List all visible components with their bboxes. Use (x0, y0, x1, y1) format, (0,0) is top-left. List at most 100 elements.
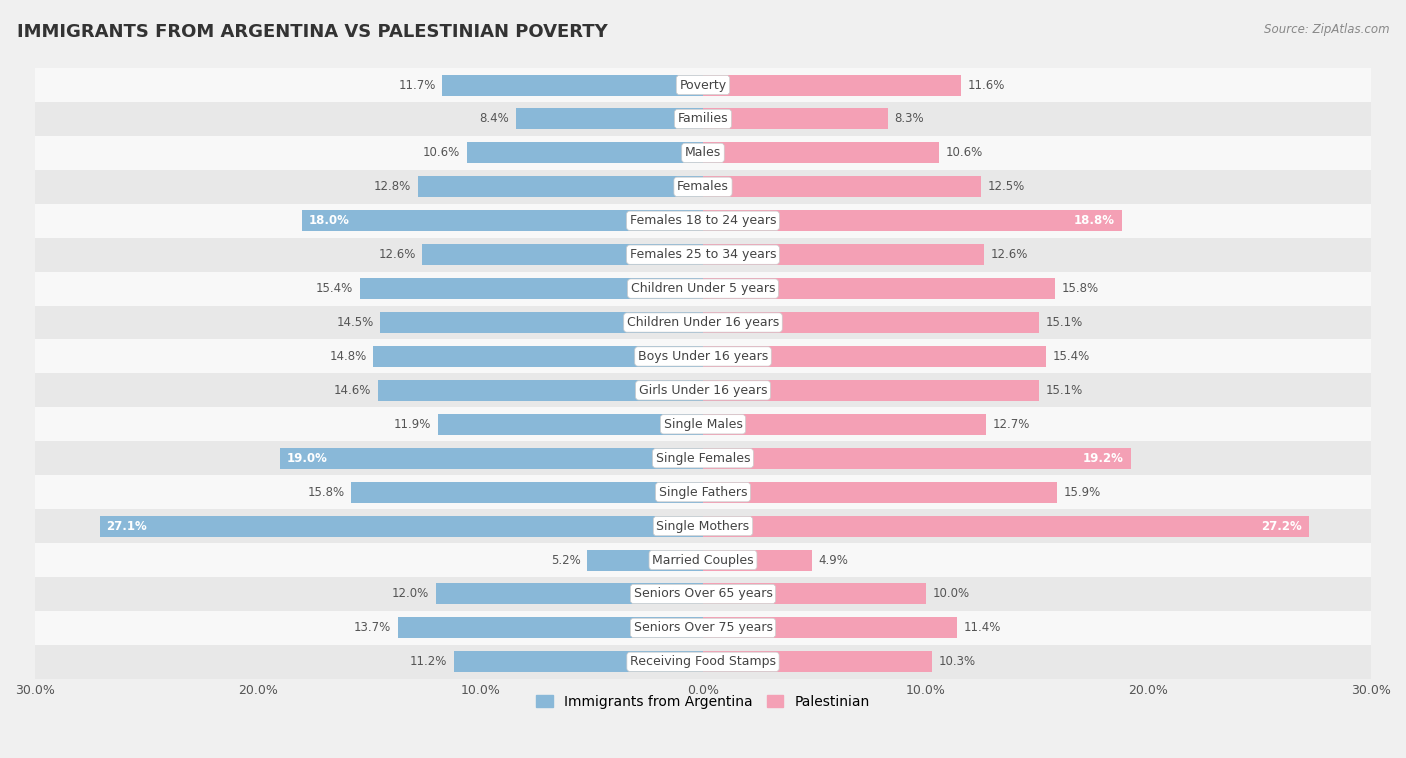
Bar (378, 380, 703, 401)
Text: 8.3%: 8.3% (894, 112, 924, 126)
Text: 10.6%: 10.6% (423, 146, 460, 159)
Bar (516, 108, 703, 130)
Bar (35, 407, 1371, 441)
Text: 12.5%: 12.5% (988, 180, 1025, 193)
Text: 15.4%: 15.4% (316, 282, 353, 295)
Text: 13.7%: 13.7% (354, 622, 391, 634)
Bar (35, 441, 1371, 475)
Bar (35, 136, 1371, 170)
Text: Married Couples: Married Couples (652, 553, 754, 566)
Bar (35, 611, 1371, 645)
Bar (703, 448, 1130, 468)
Text: 18.0%: 18.0% (309, 215, 350, 227)
Bar (703, 278, 1054, 299)
Text: Single Fathers: Single Fathers (659, 486, 747, 499)
Bar (703, 108, 887, 130)
Text: Source: ZipAtlas.com: Source: ZipAtlas.com (1264, 23, 1389, 36)
Text: 27.2%: 27.2% (1261, 519, 1302, 533)
Bar (35, 102, 1371, 136)
Text: Females 18 to 24 years: Females 18 to 24 years (630, 215, 776, 227)
Text: 12.0%: 12.0% (392, 587, 429, 600)
Text: Females 25 to 34 years: Females 25 to 34 years (630, 248, 776, 262)
Text: Boys Under 16 years: Boys Under 16 years (638, 350, 768, 363)
Text: 12.6%: 12.6% (990, 248, 1028, 262)
Text: 12.6%: 12.6% (378, 248, 416, 262)
Text: 15.4%: 15.4% (1053, 350, 1090, 363)
Bar (703, 550, 813, 571)
Text: 11.9%: 11.9% (394, 418, 432, 431)
Text: Children Under 16 years: Children Under 16 years (627, 316, 779, 329)
Bar (35, 509, 1371, 543)
Bar (302, 210, 703, 231)
Bar (443, 74, 703, 96)
Bar (703, 380, 1039, 401)
Text: Seniors Over 75 years: Seniors Over 75 years (634, 622, 772, 634)
Text: Single Males: Single Males (664, 418, 742, 431)
Text: Families: Families (678, 112, 728, 126)
Text: 18.8%: 18.8% (1074, 215, 1115, 227)
Bar (374, 346, 703, 367)
Bar (35, 204, 1371, 238)
Bar (703, 74, 962, 96)
Text: 12.8%: 12.8% (374, 180, 412, 193)
Text: Poverty: Poverty (679, 79, 727, 92)
Bar (398, 617, 703, 638)
Text: 27.1%: 27.1% (107, 519, 148, 533)
Bar (454, 651, 703, 672)
Text: 15.9%: 15.9% (1064, 486, 1101, 499)
Text: 19.2%: 19.2% (1083, 452, 1123, 465)
Text: 11.2%: 11.2% (409, 656, 447, 669)
Bar (35, 68, 1371, 102)
Text: 15.1%: 15.1% (1046, 316, 1083, 329)
Bar (380, 312, 703, 333)
Text: 5.2%: 5.2% (551, 553, 581, 566)
Text: 14.8%: 14.8% (329, 350, 367, 363)
Text: Children Under 5 years: Children Under 5 years (631, 282, 775, 295)
Bar (703, 617, 957, 638)
Text: 11.6%: 11.6% (967, 79, 1005, 92)
Bar (588, 550, 703, 571)
Text: 11.4%: 11.4% (963, 622, 1001, 634)
Bar (35, 475, 1371, 509)
Bar (703, 210, 1122, 231)
Text: Single Mothers: Single Mothers (657, 519, 749, 533)
Bar (352, 481, 703, 503)
Text: 15.1%: 15.1% (1046, 384, 1083, 397)
Text: 11.7%: 11.7% (398, 79, 436, 92)
Text: 4.9%: 4.9% (818, 553, 849, 566)
Bar (703, 584, 925, 604)
Bar (703, 481, 1057, 503)
Bar (703, 244, 984, 265)
Bar (35, 340, 1371, 374)
Bar (703, 414, 986, 435)
Text: Males: Males (685, 146, 721, 159)
Bar (703, 346, 1046, 367)
Bar (467, 143, 703, 164)
Bar (439, 414, 703, 435)
Bar (703, 651, 932, 672)
Bar (35, 374, 1371, 407)
Text: 10.0%: 10.0% (932, 587, 970, 600)
Bar (703, 515, 1309, 537)
Bar (100, 515, 703, 537)
Bar (35, 305, 1371, 340)
Bar (360, 278, 703, 299)
Bar (35, 238, 1371, 271)
Bar (35, 543, 1371, 577)
Bar (35, 170, 1371, 204)
Bar (280, 448, 703, 468)
Text: 19.0%: 19.0% (287, 452, 328, 465)
Text: Girls Under 16 years: Girls Under 16 years (638, 384, 768, 397)
Bar (35, 271, 1371, 305)
Bar (35, 577, 1371, 611)
Text: 12.7%: 12.7% (993, 418, 1029, 431)
Legend: Immigrants from Argentina, Palestinian: Immigrants from Argentina, Palestinian (531, 690, 875, 715)
Bar (422, 244, 703, 265)
Bar (418, 177, 703, 197)
Text: 14.6%: 14.6% (333, 384, 371, 397)
Text: 15.8%: 15.8% (1062, 282, 1098, 295)
Bar (703, 177, 981, 197)
Text: 10.3%: 10.3% (939, 656, 976, 669)
Bar (436, 584, 703, 604)
Text: 8.4%: 8.4% (479, 112, 509, 126)
